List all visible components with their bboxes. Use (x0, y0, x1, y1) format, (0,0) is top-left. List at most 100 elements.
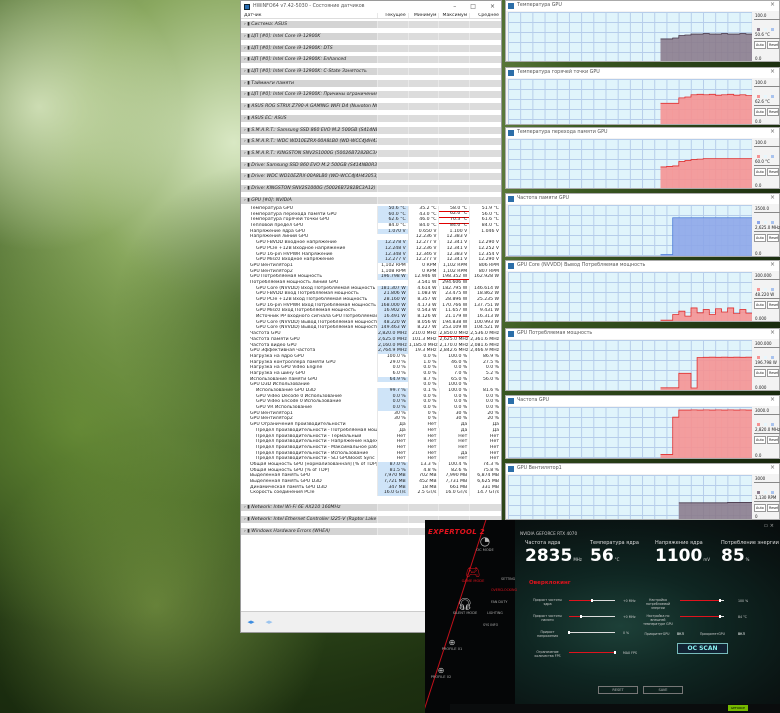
sensor-group-row[interactable]: S.M.A.R.T.: WDC WD10EZRX-00A8LB0 (WD-WCC… (241, 136, 501, 148)
sensor-row[interactable]: GPU 16-pin HVPWR Напряжение 12.348 V 12.34… (241, 251, 501, 258)
mode-game[interactable]: 🎮︎ GAME MODE (458, 565, 488, 583)
sensor-group-row[interactable]: ASUS ROG STRIX Z790-A GAMING WIFI D4 (Nu… (241, 101, 501, 113)
sensor-row[interactable]: Нагрузка на ядро GPU 100.0 % 0.0 % 100.0 % 8… (241, 353, 501, 360)
profile-02[interactable]: ⊕ PROFILE 02 (426, 666, 456, 679)
close-icon[interactable]: × (769, 261, 775, 268)
sensor-row[interactable]: GPU FBVDD Вход Потребляемая мощность 21.8… (241, 291, 501, 298)
sensor-row[interactable]: GPU Потребляемая мощность 196.798 W 12.946… (241, 273, 501, 281)
color-swatch[interactable] (771, 423, 774, 426)
menu-lighting[interactable]: LIGHTING (487, 611, 503, 615)
col-avg[interactable]: Среднее (469, 12, 501, 18)
auto-fit-button[interactable]: Auto Fit (754, 301, 766, 309)
slider-handle[interactable] (614, 651, 616, 654)
sensor-row[interactable]: Нагрузка контроллера памяти GPU 29.0 % 1.0… (241, 359, 501, 366)
reset-button[interactable]: Reset (767, 108, 779, 116)
color-swatch[interactable] (771, 491, 774, 494)
graph-title[interactable]: Температура горячей точки GPU (506, 68, 779, 78)
col-sensor[interactable]: Датчик (244, 12, 262, 18)
reset-button[interactable]: Reset (767, 301, 779, 309)
color-swatch[interactable] (764, 95, 767, 98)
sensor-row[interactable]: Динамическая память GPU D3D 347 MB 18 MB 66… (241, 484, 501, 491)
sensor-row[interactable]: Частота видео GPU 2,160.0 MHz 1,185.0 MHz 2… (241, 342, 501, 349)
menu-fan-duty[interactable]: FAN DUTY (491, 600, 508, 604)
auto-fit-button[interactable]: Auto Fit (754, 369, 766, 377)
sensor-group-row[interactable]: ЦП [#0]: Intel Core i9-12900K: Причины о… (241, 89, 501, 101)
color-swatch[interactable] (764, 491, 767, 494)
slider-handle[interactable] (579, 615, 582, 618)
sensor-row[interactable]: GPU Вентилятор2 1,108 RPM 0 RPM 1,102 RPM 80… (241, 268, 501, 275)
sensor-row[interactable]: GPU Вентилятор2 30 % 0 % 30 % 20 % (241, 416, 501, 423)
color-swatch[interactable] (757, 491, 760, 494)
sensor-row[interactable]: GPU Эффективная частота 2,764.9 MHz 19.3 M… (241, 348, 501, 354)
sensor-row[interactable]: Напряжения линий GPU 12.236 V 12.383 V (241, 234, 501, 241)
reset-button[interactable]: Reset (767, 369, 779, 377)
toggle-1[interactable]: ВКЛ (677, 632, 684, 636)
sensor-row[interactable]: Использование GPU D3D 99.7 % 0.1 % 100.0 % 8… (241, 388, 501, 394)
graph-title[interactable]: Частота GPU (506, 396, 779, 406)
sensor-row[interactable]: Предел производительности - Напряжение н… (241, 439, 501, 445)
color-swatch[interactable] (771, 95, 774, 98)
color-swatch[interactable] (757, 288, 760, 291)
sensor-row[interactable]: GPU FBVDD Входное напряжение 12.278 V 12.2… (241, 240, 501, 246)
color-swatch[interactable] (771, 288, 774, 291)
sensor-row[interactable]: GPU D3D Использование 0.0 % 100.0 % (241, 382, 501, 389)
sensor-row[interactable]: Потребляемая мощность линий GPU 3.541 W 29… (241, 279, 501, 286)
color-swatch[interactable] (771, 356, 774, 359)
close-icon[interactable]: × (769, 396, 775, 403)
sensor-row[interactable]: Выделенная память GPU D3D 7,721 MB 452 MB 7… (241, 479, 501, 485)
sensor-row[interactable]: Тепловой предел GPU 84.0 °C 84.0 °C 84.0 °C… (241, 223, 501, 229)
sensor-row[interactable]: Источник PP входного сигнала GPU Потребл… (241, 314, 501, 320)
nav-arrows-icon[interactable]: ◂▸ (247, 618, 255, 626)
sensor-row[interactable]: Напряжение ядра GPU 1.070 V 0.650 V 1.100 V… (241, 228, 501, 235)
close-icon[interactable]: × (769, 464, 775, 471)
oc-scan-button[interactable]: OC SCAN (677, 643, 728, 654)
close-icon[interactable]: × (769, 128, 775, 135)
sensor-group-row[interactable]: Network: Intel Ethernet Controller I225-… (241, 514, 501, 526)
sensor-row[interactable]: Частота GPU 2,820.0 MHz 210.0 MHz 2,850.0 M… (241, 330, 501, 338)
sensor-group-row[interactable]: ЦП [#0]: Intel Core i9-12900K: Enhanced (241, 54, 501, 66)
sensor-row[interactable]: GPU VR Использование 0.0 % 0.0 % 0.0 % 0.0 % (241, 405, 501, 411)
sensor-row[interactable]: Предел производительности - SLI GPUBoost… (241, 456, 501, 462)
sensor-row[interactable]: Частота памяти GPU 2,625.0 MHz 101.3 MHz 2,… (241, 336, 501, 343)
sensor-group-row[interactable]: ASUS EC: ASUS (241, 113, 501, 125)
sensor-group-row[interactable]: S.M.A.R.T.: Samsung SSD 860 EVO M.2 500G… (241, 124, 501, 136)
sensor-group-row[interactable]: Drive: Samsung SSD 860 EVO M.2 500GB (S4… (241, 159, 501, 171)
sensor-row[interactable]: Использование памяти GPU 64.9 % 8.7 % 65.0 … (241, 376, 501, 383)
toggle-2[interactable]: ВКЛ (738, 632, 745, 636)
color-swatch[interactable] (764, 28, 767, 31)
color-swatch[interactable] (757, 423, 760, 426)
slider-handle[interactable] (568, 631, 570, 634)
close-button[interactable]: × (489, 3, 495, 10)
mode-silent[interactable]: 🎧︎ SILENT MODE (450, 597, 480, 615)
auto-fit-button[interactable]: Auto Fit (754, 504, 766, 512)
sensor-row[interactable]: Выделенная память GPU 7,970 MB 702 MB 7,990… (241, 473, 501, 480)
color-swatch[interactable] (757, 28, 760, 31)
minimize-button[interactable]: – (453, 3, 457, 10)
col-max[interactable]: Максимум (438, 12, 469, 18)
auto-fit-button[interactable]: Auto Fit (754, 108, 766, 116)
sensor-group-row[interactable]: Network: Intel Wi-Fi 6E AX210 160MHz (241, 502, 501, 514)
sensor-row[interactable]: Температура GPU 50.6 °C 35.2 °C 58.0 °C 51.9… (241, 205, 501, 213)
reset-button[interactable]: Reset (767, 41, 779, 49)
color-swatch[interactable] (771, 155, 774, 158)
color-swatch[interactable] (764, 155, 767, 158)
slider-handle[interactable] (591, 599, 593, 602)
sensor-row[interactable]: GPU PCIe +12В Входное напряжение 12.248 V… (241, 245, 501, 252)
sensor-group-row[interactable]: Drive: KINGSTON SNV2S1000G (50026B7282BC… (241, 183, 501, 195)
color-swatch[interactable] (771, 221, 774, 224)
title-bar[interactable]: HWiNFO64 v7.42-5030 - Состояние датчиков… (241, 1, 501, 12)
color-swatch[interactable] (771, 28, 774, 31)
graph-title[interactable]: Температура перехода памяти GPU (506, 128, 779, 138)
sensor-row[interactable]: Предел производительности - Термальный Не… (241, 433, 501, 440)
slider-handle[interactable] (718, 599, 721, 602)
sensor-row[interactable]: GPU Core (NVVDD) Вход Потребляемая мощно… (241, 285, 501, 292)
sensor-row[interactable]: GPU Core (NVVDD) Вывод Потребляемая мощн… (241, 325, 501, 332)
sensor-row[interactable]: GPU Video Decode 0 Использование 0.0 % 0.0… (241, 393, 501, 400)
window-controls[interactable]: ▭ × (763, 523, 774, 529)
graph-title[interactable]: GPU Потребляемая мощность (506, 329, 779, 339)
sensor-row[interactable]: Скорость соединения PCIe 16.0 GT/s 2.5 GT/… (241, 490, 501, 497)
sensor-row[interactable]: Нагрузка на шину GPU 6.0 % 0.0 % 7.0 % 5.2 % (241, 370, 501, 377)
color-swatch[interactable] (764, 423, 767, 426)
profile-01[interactable]: ⊕ PROFILE 01 (437, 638, 467, 651)
sensor-row[interactable]: Предел производительности - Максимальное… (241, 444, 501, 451)
